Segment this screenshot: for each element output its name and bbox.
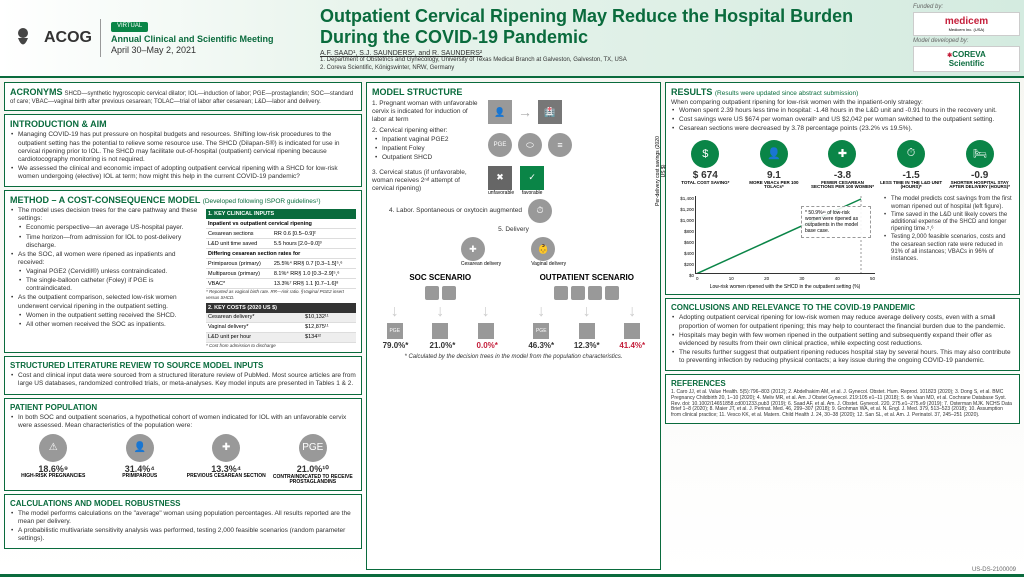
method-title: METHOD – A COST-CONSEQUENCE MODEL (Devel… <box>10 195 356 205</box>
main-title: Outpatient Cervical Ripening May Reduce … <box>320 6 899 47</box>
patientpop-section: PATIENT POPULATION In both SOC and outpa… <box>4 398 362 491</box>
favorable-icon: ✓ <box>520 166 544 190</box>
authors: A.F. SAAD¹, S.J. SAUNDERS², and R. SAUND… <box>320 50 899 57</box>
method-b1: The model uses decision trees for the ca… <box>18 207 200 223</box>
vbac-icon: 👤 <box>760 140 788 168</box>
highrisk-icon: ⚠ <box>39 434 67 462</box>
litreview-title: STRUCTURED LITERATURE REVIEW TO SOURCE M… <box>10 361 356 370</box>
results-metrics: $$ 674TOTAL COST SAVING* 👤9.1MORE VBACs … <box>671 140 1014 191</box>
method-section: METHOD – A COST-CONSEQUENCE MODEL (Devel… <box>4 190 362 353</box>
column-1: ACRONYMS SHCD—synthetic hygroscopic cerv… <box>4 82 362 570</box>
results-section: RESULTS (Results were updated since abst… <box>665 82 1020 295</box>
calc-section: CALCULATIONS AND MODEL ROBUSTNESS The mo… <box>4 494 362 550</box>
litreview-section: STRUCTURED LITERATURE REVIEW TO SOURCE M… <box>4 356 362 394</box>
soc-scenario: SOC SCENARIO ↓↓↓ PGE 79.0%* 21.0%* 0.0%* <box>372 273 509 350</box>
virtual-badge: VIRTUAL <box>111 22 148 32</box>
references-text: 1. Caro JJ, et al. Value Health. 5(5):79… <box>671 390 1014 419</box>
population-icons: ⚠18.6%⁹HIGH-RISK PREGNANCIES 👤31.4%⁴PRIM… <box>10 434 356 486</box>
scenarios: SOC SCENARIO ↓↓↓ PGE 79.0%* 21.0%* 0.0%*… <box>372 273 655 350</box>
labor-icon: ⏱ <box>528 199 552 223</box>
coreva-logo: ✱COREVA Scientific <box>913 46 1020 72</box>
cesarean-icon: ✚ <box>212 434 240 462</box>
patientpop-title: PATIENT POPULATION <box>10 403 356 412</box>
time-icon: ⏱ <box>897 140 925 168</box>
vaginal-delivery-icon: 👶 <box>531 237 555 261</box>
medicem-logo: medicem Medicem Inc. (USA) <box>913 12 1020 36</box>
primiparous-icon: 👤 <box>126 434 154 462</box>
header-center: Outpatient Cervical Ripening May Reduce … <box>310 0 909 76</box>
results-chart: Per-delivery cost savings (2020 US $) $1… <box>671 196 1014 290</box>
unfavorable-icon: ✖ <box>488 166 512 190</box>
acog-icon <box>8 23 38 53</box>
arrow-icon: → <box>518 104 532 120</box>
funded-by-label: Funded by: <box>913 4 1020 10</box>
model-dev-label: Model developed by: <box>913 38 1020 44</box>
acronyms-section: ACRONYMS SHCD—synthetic hygroscopic cerv… <box>4 82 362 111</box>
contraindicated-icon: PGE <box>299 434 327 462</box>
results-title: RESULTS (Results were updated since abst… <box>671 87 1014 97</box>
intro-bullet-2: We assessed the clinical and economic im… <box>18 165 356 181</box>
poster-header: ACOG VIRTUAL Annual Clinical and Scienti… <box>0 0 1024 78</box>
poster-body: ACRONYMS SHCD—synthetic hygroscopic cerv… <box>0 78 1024 577</box>
acronyms-title: ACRONYMS <box>10 87 63 97</box>
pge-icon: PGE <box>488 133 512 157</box>
column-3: RESULTS (Results were updated since abst… <box>665 82 1020 570</box>
building-icon <box>442 286 456 300</box>
footer-id: US-DS-2100009 <box>972 567 1016 573</box>
calc-title: CALCULATIONS AND MODEL ROBUSTNESS <box>10 499 356 508</box>
foley-icon: ⬭ <box>518 133 542 157</box>
cesarean-metric-icon: ✚ <box>828 140 856 168</box>
header-left: ACOG VIRTUAL Annual Clinical and Scienti… <box>0 0 310 76</box>
intro-title: INTRODUCTION & AIM <box>10 119 356 129</box>
patient-icon: 👤 <box>488 100 512 124</box>
affiliation-1: 1. Department of Obstetrics and Gynecolo… <box>320 57 899 64</box>
shcd-icon: ≡ <box>548 133 572 157</box>
references-section: REFERENCES 1. Caro JJ, et al. Value Heal… <box>665 374 1020 424</box>
meeting-date: April 30–May 2, 2021 <box>111 45 274 57</box>
affiliation-2: 2. Coreva Scientific, Königswinter, NRW,… <box>320 65 899 72</box>
conclusions-section: CONCLUSIONS AND RELEVANCE TO THE COVID-1… <box>665 298 1020 371</box>
cesarean-delivery-icon: ✚ <box>461 237 485 261</box>
acog-logo: ACOG <box>8 23 92 53</box>
outpatient-scenario: OUTPATIENT SCENARIO ↓↓↓ PGE 46.3%* 12.3%… <box>519 273 656 350</box>
modelstruct-title: MODEL STRUCTURE <box>372 87 655 97</box>
table-1: 1. KEY CLINICAL INPUTS Inpatient vs outp… <box>206 209 356 289</box>
intro-section: INTRODUCTION & AIM Managing COVID-19 has… <box>4 114 362 187</box>
conclusions-title: CONCLUSIONS AND RELEVANCE TO THE COVID-1… <box>671 303 1014 312</box>
references-title: REFERENCES <box>671 379 1014 388</box>
stay-icon: 🛏 <box>966 140 994 168</box>
person-icon <box>425 286 439 300</box>
intro-bullet-1: Managing COVID-19 has put pressure on ho… <box>18 131 356 164</box>
chart-callout: * 50.9%¹¹ of low-risk women were ripened… <box>801 206 871 238</box>
table-2: 2. KEY COSTS (2020 US $) Cesarean delive… <box>206 303 356 343</box>
hospital-icon: 🏥 <box>538 100 562 124</box>
cost-icon: $ <box>691 140 719 168</box>
column-2: MODEL STRUCTURE 1. Pregnant woman with u… <box>366 82 661 570</box>
meeting-title: Annual Clinical and Scientific Meeting <box>111 34 274 46</box>
meeting-info: VIRTUAL Annual Clinical and Scientific M… <box>100 19 274 57</box>
header-right: Funded by: medicem Medicem Inc. (USA) Mo… <box>909 0 1024 76</box>
acog-text: ACOG <box>44 29 92 47</box>
modelstruct-section: MODEL STRUCTURE 1. Pregnant woman with u… <box>366 82 661 570</box>
